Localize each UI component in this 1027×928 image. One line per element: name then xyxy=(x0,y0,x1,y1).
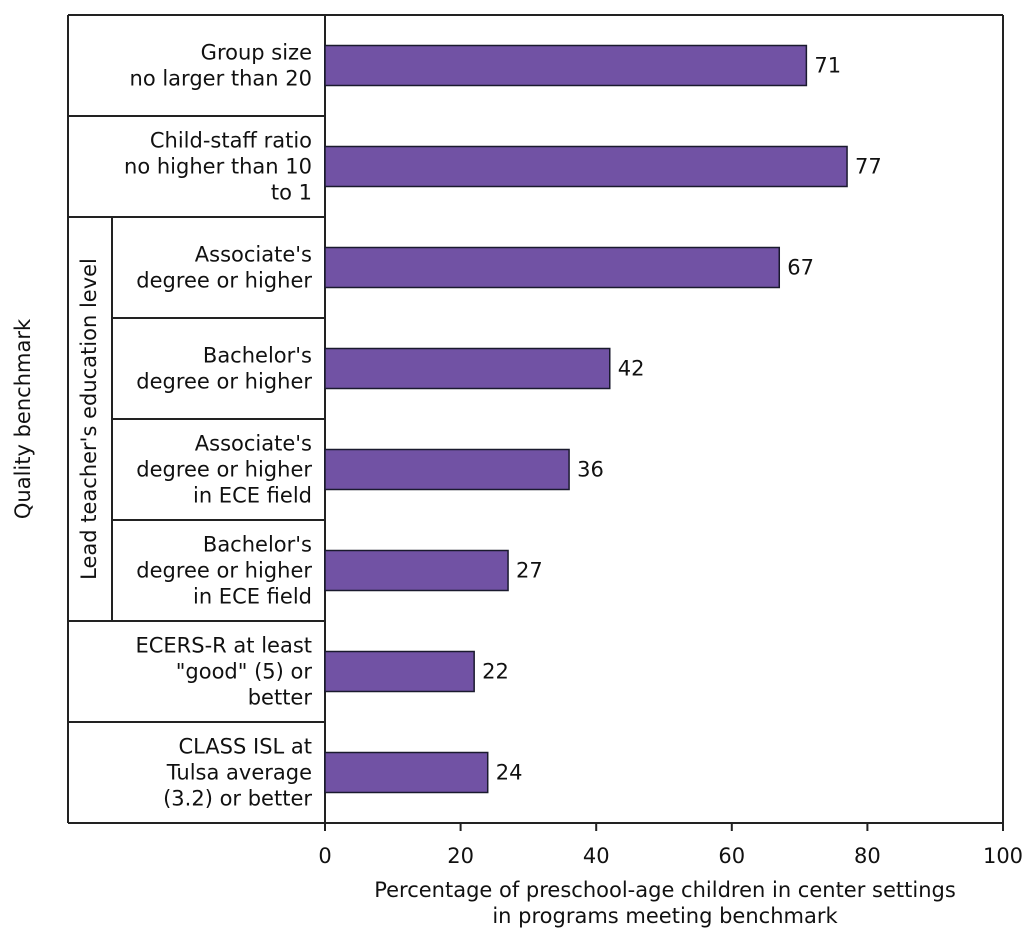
category-label: ECERS-R at least "good" (5) or better xyxy=(135,634,312,710)
bar xyxy=(324,549,509,592)
value-labels: 71 77 67 42 36 27 22 24 xyxy=(482,54,882,785)
x-tick-label: 20 xyxy=(447,844,474,868)
group-axis-label: Lead teacher's education level xyxy=(77,258,101,580)
x-tick-label: 80 xyxy=(854,844,881,868)
bar xyxy=(324,145,848,188)
value-label: 27 xyxy=(516,559,543,583)
value-label: 67 xyxy=(787,256,814,280)
category-label: Bachelor's degree or higher in ECE field xyxy=(136,533,312,609)
category-label: Associate's degree or higher xyxy=(136,243,312,293)
bar xyxy=(324,246,781,289)
bar xyxy=(324,448,570,491)
category-label: Child-staff ratio no higher than 10 to 1 xyxy=(124,129,312,205)
category-dividers xyxy=(68,115,325,723)
category-labels: Group size no larger than 20 Child-staff r… xyxy=(124,41,312,811)
bar xyxy=(324,650,475,693)
x-tick-label: 100 xyxy=(983,844,1023,868)
value-label: 36 xyxy=(577,458,604,482)
x-axis-ticks: 0 20 40 60 80 100 xyxy=(318,823,1023,868)
value-label: 42 xyxy=(618,357,645,381)
x-tick-label: 0 xyxy=(318,844,331,868)
x-tick-label: 40 xyxy=(583,844,610,868)
value-label: 22 xyxy=(482,660,509,684)
bar xyxy=(324,44,808,87)
category-label: Group size no larger than 20 xyxy=(130,41,312,91)
category-label: Bachelor's degree or higher xyxy=(136,344,312,394)
y-axis-title: Quality benchmark xyxy=(11,318,35,519)
value-label: 77 xyxy=(855,155,882,179)
bar xyxy=(324,347,611,390)
x-axis-title: Percentage of preschool-age children in … xyxy=(374,878,956,928)
category-label: Associate's degree or higher in ECE field xyxy=(136,432,312,508)
value-label: 71 xyxy=(814,54,841,78)
value-label: 24 xyxy=(496,761,523,785)
bar xyxy=(324,751,489,794)
bars xyxy=(324,44,848,794)
category-label: CLASS ISL at Tulsa average (3.2) or better xyxy=(163,735,312,811)
x-tick-label: 60 xyxy=(718,844,745,868)
